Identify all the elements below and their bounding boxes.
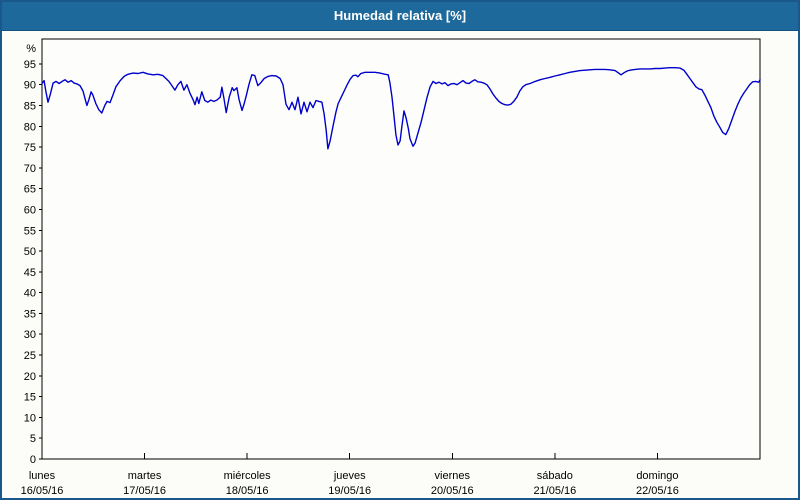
y-axis-label: 50: [24, 246, 36, 258]
y-axis-label: 70: [24, 163, 36, 175]
y-axis-label: 65: [24, 184, 36, 196]
y-axis-label: 25: [24, 350, 36, 362]
y-axis-label: 95: [24, 59, 36, 71]
humidity-line-group: [41, 66, 761, 150]
y-axis-label: 45: [24, 267, 36, 279]
x-axis-date-label: 19/05/16: [328, 485, 371, 497]
y-axis-label: 35: [24, 308, 36, 320]
title-bar: Humedad relativa [%]: [2, 2, 798, 31]
y-axis-label: 90: [24, 80, 36, 92]
y-axis-labels: 0 5 10 15 20 25 30 35 40 45 50 55 60 65 70 75 80 85 90 95%: [24, 43, 36, 466]
axis-ticks: [39, 63, 761, 460]
x-axis-date-label: 17/05/16: [123, 485, 166, 497]
x-axis-date-label: 21/05/16: [533, 485, 576, 497]
y-axis-label: 55: [24, 225, 36, 237]
x-axis-date-label: 16/05/16: [21, 485, 64, 497]
y-axis-label: 10: [24, 412, 36, 424]
x-axis-date-label: 20/05/16: [431, 485, 474, 497]
x-axis-day-label: jueves: [333, 470, 366, 482]
plot-border: [41, 38, 761, 460]
y-axis-label: 75: [24, 142, 36, 154]
y-axis-label: 5: [30, 433, 36, 445]
y-axis-label: 20: [24, 371, 36, 383]
chart-title: Humedad relativa [%]: [333, 8, 467, 23]
plot-box: [41, 38, 761, 460]
x-axis-day-label: miércoles: [224, 470, 272, 482]
x-axis-day-label: sábado: [537, 470, 573, 482]
y-axis-label: 80: [24, 121, 36, 133]
y-axis-label: 85: [24, 101, 36, 113]
x-axis-day-label: domingo: [636, 470, 678, 482]
chart-canvas: 05101520253035404550556065707580859095% …: [21, 38, 761, 497]
x-axis-day-label: martes: [128, 470, 162, 482]
x-axis-date-label: 22/05/16: [636, 485, 679, 497]
y-axis-label: 15: [24, 392, 36, 404]
y-axis-unit-label: %: [26, 43, 36, 55]
x-axis-day-label: lunes: [29, 470, 56, 482]
y-axis-label: 40: [24, 288, 36, 300]
chart-region: 0 5 10 15 20 25 30 35 40 45 50 55 60 65 70 75 80 85 90 95% …: [2, 31, 798, 498]
x-axis-labels: lunes 16/05/16 martes 17/05/16 miércoles 18/0…: [21, 470, 679, 497]
humidity-line: [41, 66, 761, 150]
y-axis-label: 0: [30, 454, 36, 466]
x-axis-day-label: viernes: [435, 470, 471, 482]
y-axis-label: 30: [24, 329, 36, 341]
x-axis-date-label: 18/05/16: [226, 485, 269, 497]
y-axis-label: 60: [24, 204, 36, 216]
